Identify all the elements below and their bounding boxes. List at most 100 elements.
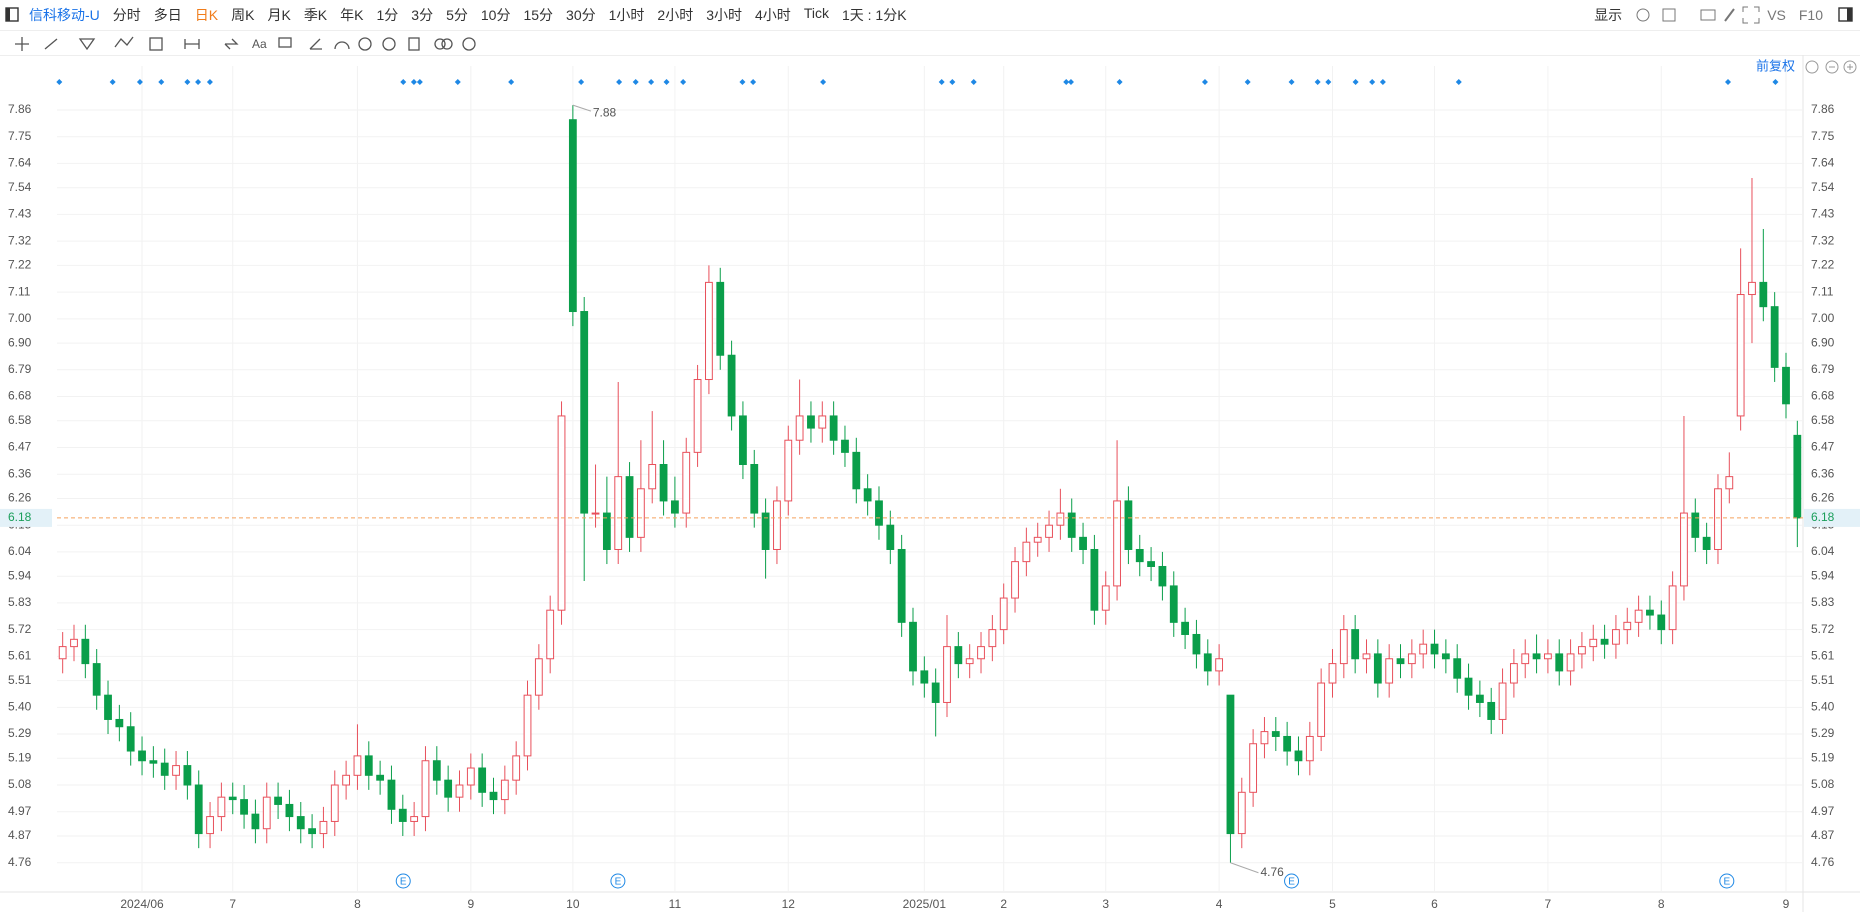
period-tab[interactable]: 季K	[303, 7, 328, 23]
candle-body	[183, 765, 192, 786]
period-tab[interactable]: 2小时	[657, 7, 694, 23]
candle-body	[988, 629, 997, 648]
y-tick-label: 7.00	[8, 311, 32, 325]
event-dot	[632, 79, 639, 85]
candle-body	[1419, 643, 1428, 655]
candle-body	[1714, 488, 1722, 550]
min-pointer	[1230, 862, 1259, 874]
period-tab[interactable]: 3小时	[706, 7, 743, 23]
candle-body	[512, 755, 521, 781]
earnings-marker[interactable]: E	[1719, 873, 1735, 889]
y-tick-label: 7.22	[8, 258, 32, 272]
period-tab[interactable]: 30分	[566, 7, 596, 23]
y-tick-label-right: 6.79	[1811, 362, 1835, 376]
x-tick-label: 3	[1102, 897, 1109, 911]
candle-body	[1181, 621, 1189, 635]
y-tick-label: 6.26	[8, 491, 32, 505]
period-tab[interactable]: 5分	[446, 7, 468, 23]
candle-body	[455, 784, 464, 798]
period-tab[interactable]: 4小时	[755, 7, 791, 23]
event-dot	[195, 79, 202, 85]
candle-body	[500, 779, 509, 801]
zoom-controls[interactable]	[1805, 60, 1857, 74]
event-dot	[56, 79, 63, 85]
candle-body	[1748, 281, 1756, 296]
y-tick-label: 6.90	[8, 335, 32, 349]
candle-body	[852, 451, 861, 490]
period-tab[interactable]: 1天 : 1分K	[841, 7, 907, 23]
event-dot	[1201, 79, 1208, 85]
period-tab[interactable]: 1小时	[608, 7, 645, 23]
period-tab[interactable]: 3分	[411, 7, 434, 23]
candle-body	[1124, 500, 1133, 550]
panel-icon[interactable]	[1836, 5, 1856, 25]
y-tick-label-right: 6.90	[1811, 335, 1835, 349]
event-dot	[158, 79, 165, 85]
last-price-box	[0, 508, 52, 527]
symbol[interactable]: 信科移动-U	[29, 7, 100, 23]
event-dot	[750, 79, 757, 85]
period-tab[interactable]: 10分	[480, 7, 511, 23]
candle-body	[1033, 536, 1042, 543]
period-tab[interactable]: Tick	[803, 5, 829, 21]
candle-body	[1237, 791, 1246, 835]
drawing-tools[interactable]: Aa	[0, 31, 500, 55]
y-tick-label: 4.97	[8, 804, 32, 818]
candle-body	[1657, 614, 1666, 631]
period-tab[interactable]: 月K	[267, 7, 291, 23]
candle-body	[886, 524, 895, 550]
tool-icons[interactable]	[1635, 5, 1735, 25]
period-tab[interactable]: 日K	[194, 7, 219, 23]
candle-body	[1487, 701, 1496, 720]
event-dot	[1379, 79, 1386, 85]
y-tick-label-right: 7.00	[1811, 311, 1835, 325]
event-dot	[136, 79, 143, 85]
period-tab[interactable]: 多日	[153, 7, 182, 23]
fullscreen-icon[interactable]	[1741, 5, 1761, 25]
candle-body	[716, 281, 725, 356]
period-tab[interactable]: 1分	[376, 7, 399, 23]
y-tick-label: 7.54	[8, 180, 32, 194]
period-tab[interactable]: 分时	[112, 7, 141, 23]
earnings-marker[interactable]: E	[610, 873, 626, 889]
vs[interactable]: VS	[1767, 7, 1786, 23]
candle-body	[262, 796, 271, 830]
earnings-circle	[395, 873, 411, 889]
period-tab[interactable]: 15分	[523, 7, 554, 23]
f10[interactable]: F10	[1798, 7, 1823, 23]
candle-body	[126, 726, 135, 752]
x-tick-label: 12	[782, 897, 796, 911]
candle-body	[1396, 658, 1405, 665]
sidebar-icon[interactable]	[3, 5, 27, 25]
candle-body	[795, 415, 804, 441]
y-tick-label-right: 6.58	[1811, 413, 1835, 427]
adjust-label[interactable]: 前复权	[1756, 58, 1795, 73]
display-menu[interactable]: 显示	[1594, 7, 1623, 23]
y-tick-label-right: 7.64	[1811, 156, 1835, 170]
y-tick-label: 5.94	[8, 568, 32, 582]
y-tick-label: 5.19	[8, 750, 32, 764]
candle-body	[285, 803, 294, 818]
candle-body	[319, 820, 328, 835]
event-dot	[109, 79, 116, 85]
period-tab[interactable]: 年K	[340, 7, 364, 23]
earnings-text: E	[400, 877, 407, 888]
candle-body	[410, 816, 419, 822]
y-tick-label-right: 5.94	[1811, 568, 1835, 582]
candle-body	[296, 816, 305, 830]
period-tab[interactable]: 周K	[231, 7, 255, 23]
y-tick-label: 7.43	[8, 207, 32, 221]
earnings-marker[interactable]: E	[395, 873, 411, 889]
y-tick-label-right: 7.11	[1811, 284, 1834, 298]
candle-body	[1011, 561, 1019, 599]
candle-body	[1317, 682, 1326, 737]
y-tick-label: 6.79	[8, 362, 32, 376]
x-tick-label: 10	[566, 897, 580, 911]
candle-body	[1600, 638, 1609, 645]
candle-body	[1475, 694, 1484, 703]
candle-body	[897, 548, 906, 623]
earnings-marker[interactable]: E	[1284, 873, 1300, 889]
candle-body	[534, 658, 543, 696]
candle-body	[421, 760, 430, 818]
earnings-text: E	[615, 877, 622, 888]
